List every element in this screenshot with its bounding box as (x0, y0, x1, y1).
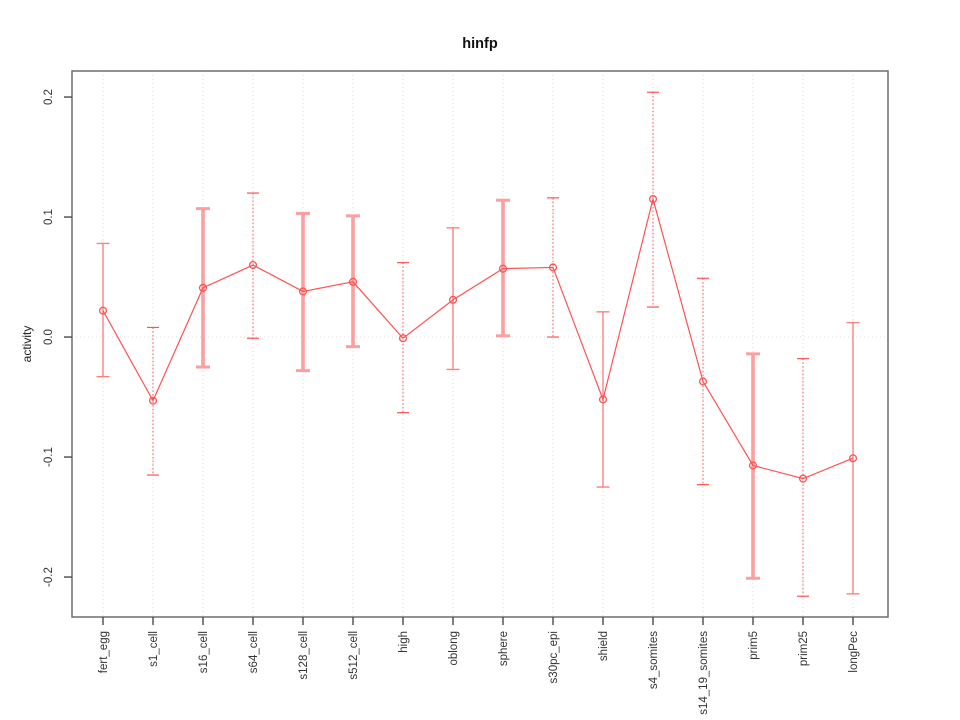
data-point (148, 396, 158, 405)
y-tick-label: 0.1 (43, 209, 55, 225)
x-tick-label: s1_cell (148, 631, 160, 667)
x-tick-label: fert_egg (98, 631, 110, 673)
data-point (98, 306, 108, 315)
x-tick-label: s30pc_epi (548, 631, 560, 683)
x-tick-label: s64_cell (248, 631, 260, 673)
x-tick-label: shield (598, 631, 610, 661)
data-point (648, 194, 658, 204)
data-point (298, 287, 308, 296)
x-tick-label: s14_19_somites (698, 631, 710, 715)
y-tick-label: 0.2 (43, 89, 55, 105)
data-point (248, 260, 258, 270)
data-point (448, 295, 458, 304)
plot-box (71, 70, 889, 618)
x-tick-label: prim5 (748, 631, 760, 660)
series-line (102, 196, 854, 480)
data-point (548, 263, 558, 272)
x-tick-label: s4_somites (648, 631, 660, 689)
data-point (348, 277, 358, 286)
data-point (398, 334, 408, 343)
y-tick-label: -0.2 (43, 567, 55, 587)
x-tick-label: prim25 (798, 631, 810, 666)
y-tick-label: 0.0 (43, 329, 55, 345)
data-point (698, 377, 708, 386)
data-point (798, 474, 808, 483)
x-tick-label: high (398, 631, 410, 653)
data-point (748, 461, 758, 470)
data-point (848, 454, 858, 463)
data-point (498, 264, 508, 273)
y-tick-label: -0.1 (43, 447, 55, 467)
data-point (598, 395, 608, 404)
x-tick-label: s512_cell (348, 631, 360, 680)
x-tick-label: oblong (448, 631, 460, 666)
x-tick-label: longPec (848, 631, 860, 673)
x-tick-label: sphere (498, 631, 510, 666)
chart-title: hinfp (462, 36, 498, 52)
x-tick-label: s128_cell (298, 631, 310, 680)
data-point (198, 283, 208, 292)
x-tick-label: s16_cell (198, 631, 210, 673)
